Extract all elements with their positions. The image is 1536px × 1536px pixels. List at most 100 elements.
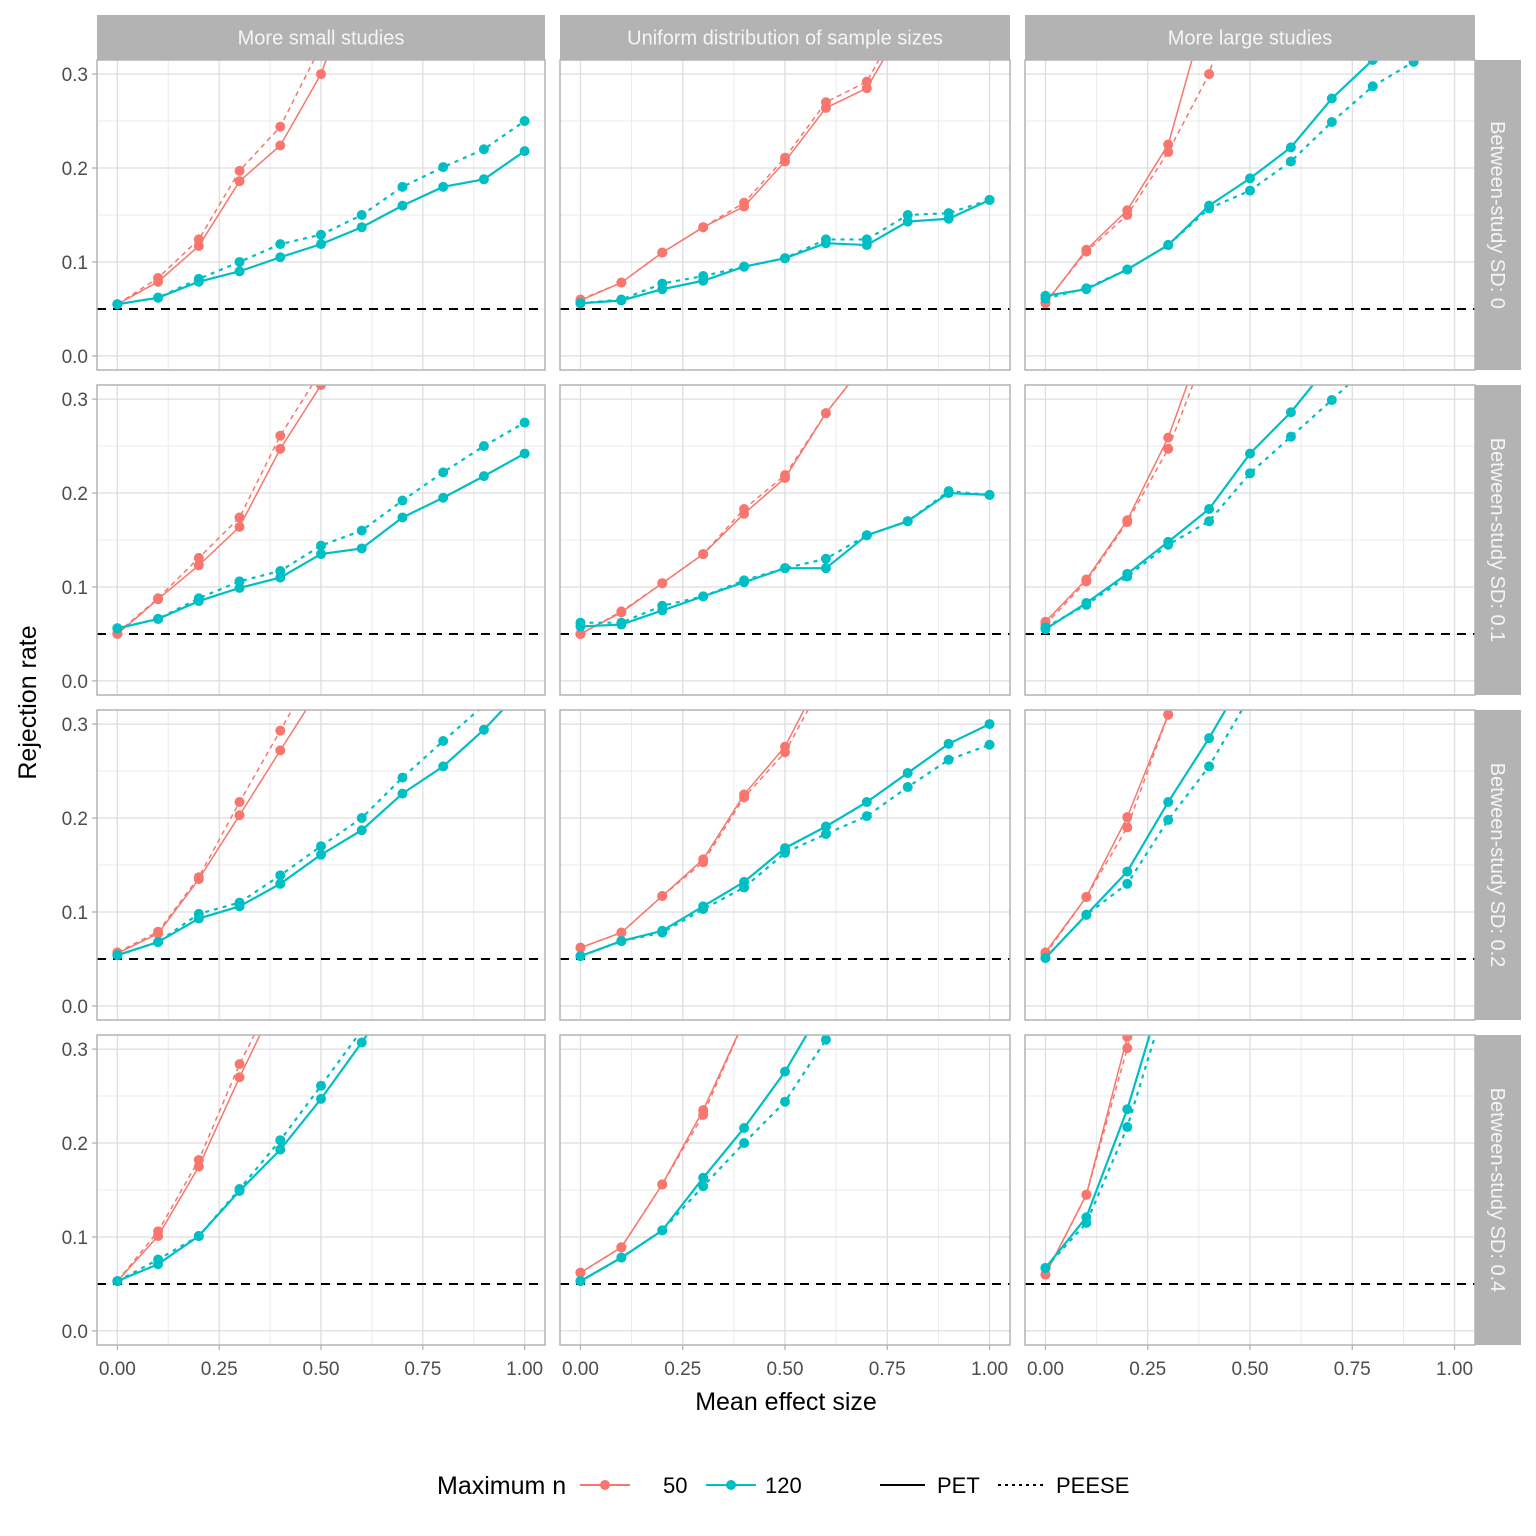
point-n120-pet — [902, 767, 913, 778]
point-n120-peese — [616, 936, 627, 947]
point-n120-pet — [356, 825, 367, 836]
point-n120-peese — [780, 847, 790, 858]
facet-row-label: Between-study SD: 0 — [1486, 121, 1508, 309]
x-tick-label: 0.50 — [303, 1359, 340, 1380]
point-n120-peese — [112, 1276, 123, 1287]
point-n120-peese — [356, 210, 367, 220]
point-n50-peese — [1163, 147, 1174, 158]
point-n120-peese — [193, 273, 204, 284]
point-n50-peese — [739, 197, 750, 208]
point-n50-peese — [193, 234, 204, 245]
point-n120-peese — [1163, 539, 1174, 550]
point-n120-peese — [275, 239, 286, 250]
point-n120-peese — [657, 278, 668, 289]
line-n50-peese — [1044, 1035, 1132, 1275]
line-n50-pet — [117, 710, 307, 954]
strip-background — [1475, 1035, 1521, 1345]
point-n120-peese — [943, 486, 954, 497]
facet-row-strip: Between-study SD: 0.1 — [1475, 385, 1521, 695]
point-n50-peese — [698, 222, 709, 233]
point-n120-peese — [438, 162, 449, 173]
strip-background — [1475, 60, 1521, 370]
point-n120-peese — [1367, 81, 1378, 92]
point-n120-peese — [1081, 1217, 1092, 1228]
point-n120-peese — [234, 897, 245, 908]
y-tick-label: 0.3 — [62, 390, 88, 411]
point-n120-peese — [861, 811, 872, 822]
point-n120-pet — [275, 252, 286, 263]
point-n120-pet — [316, 549, 326, 560]
point-n120-peese — [616, 294, 627, 305]
point-n120-peese — [112, 299, 123, 310]
point-n120-pet — [275, 878, 286, 889]
point-n120-peese — [438, 736, 449, 746]
strip-background — [1025, 15, 1475, 60]
x-tick-label: 0.50 — [767, 1359, 804, 1380]
point-n120-pet — [438, 492, 449, 503]
point-n50-pet — [1163, 432, 1174, 443]
point-n120-peese — [1122, 264, 1133, 275]
point-n50-peese — [657, 891, 668, 901]
point-n50-pet — [1122, 812, 1133, 823]
point-n120-peese — [739, 575, 750, 586]
point-n120-peese — [316, 841, 326, 852]
point-n120-peese — [153, 1254, 164, 1265]
point-n50-peese — [739, 792, 750, 803]
legend-label-50: 50 — [663, 1473, 687, 1498]
point-n50-peese — [780, 747, 790, 758]
point-n120-peese — [984, 194, 995, 205]
point-n120-peese — [397, 772, 408, 783]
line-n120-pet — [1044, 710, 1227, 959]
point-n120-pet — [397, 788, 408, 799]
series-group — [112, 60, 530, 310]
point-n120-peese — [902, 516, 913, 527]
legend-item-pet: PET — [880, 1473, 980, 1498]
point-n120-peese — [1040, 1262, 1051, 1273]
panel-r3-c0 — [96, 1034, 546, 1346]
point-n120-peese — [1245, 185, 1255, 196]
point-n120-pet — [820, 563, 831, 574]
point-n120-pet — [438, 181, 449, 192]
point-n50-peese — [657, 578, 668, 589]
series-group — [575, 385, 995, 639]
y-tick-label: 0.2 — [62, 1134, 88, 1155]
point-n50-peese — [153, 1226, 164, 1237]
point-n120-peese — [193, 908, 204, 919]
point-n120-peese — [397, 181, 408, 192]
point-n50-peese — [739, 504, 750, 514]
point-n120-pet — [698, 1172, 709, 1183]
y-tick-label: 0.3 — [62, 715, 88, 736]
line-n120-peese — [117, 421, 526, 630]
point-n50-peese — [1081, 1189, 1092, 1200]
point-n120-peese — [193, 1231, 204, 1242]
point-n120-pet — [519, 146, 530, 157]
point-n120-peese — [575, 951, 586, 962]
point-n120-pet — [397, 512, 408, 523]
point-n120-peese — [1122, 571, 1133, 582]
strip-background — [1475, 710, 1521, 1020]
panel-r0-c2 — [1024, 59, 1476, 371]
panel-r2-c0 — [96, 709, 546, 1021]
panel-r1-c2 — [1024, 384, 1476, 696]
point-n120-pet — [438, 761, 449, 772]
point-n120-peese — [234, 1184, 245, 1195]
point-n50-peese — [780, 470, 790, 481]
point-n120-peese — [820, 829, 831, 839]
point-n50-peese — [193, 1154, 204, 1165]
point-n120-peese — [478, 441, 489, 452]
point-n120-pet — [1122, 1104, 1133, 1115]
panel-r0-c0 — [96, 59, 546, 371]
point-n50-peese — [780, 152, 790, 163]
point-n50-pet — [316, 385, 326, 390]
series-group — [1040, 385, 1350, 635]
point-n120-peese — [575, 617, 586, 628]
y-tick-label: 0.0 — [62, 347, 88, 368]
point-n50-pet — [234, 1072, 245, 1083]
point-n120-peese — [112, 950, 123, 961]
line-n120-peese — [1044, 1035, 1157, 1269]
series-group — [575, 60, 995, 309]
point-n120-peese — [1040, 293, 1051, 304]
y-tick-label: 0.0 — [62, 997, 88, 1018]
point-n120-peese — [698, 271, 709, 282]
line-n50-peese — [1044, 60, 1214, 303]
